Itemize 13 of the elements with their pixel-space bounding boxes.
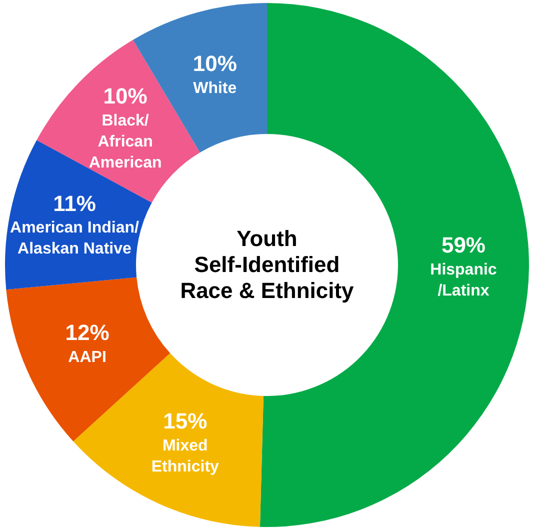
slice-label: White	[193, 80, 237, 97]
data-label: 15%	[163, 408, 208, 434]
slice-label: AAPI	[68, 348, 106, 366]
slice-label: Mixed Ethnicity	[151, 438, 220, 476]
data-label: 11%	[53, 190, 96, 216]
data-label: 59%	[441, 232, 486, 258]
data-label: 12%	[65, 320, 110, 346]
text: Youth Self-Identified Race & Ethnicity	[179, 226, 355, 304]
slice-label: Black/ African American	[88, 112, 162, 172]
data-label: 10%	[192, 51, 237, 76]
data-label: 10%	[103, 83, 148, 108]
slice-label: Hispanic /Latinx	[430, 262, 497, 300]
slice-label: American Indian/ Alaskan Native	[10, 220, 140, 258]
